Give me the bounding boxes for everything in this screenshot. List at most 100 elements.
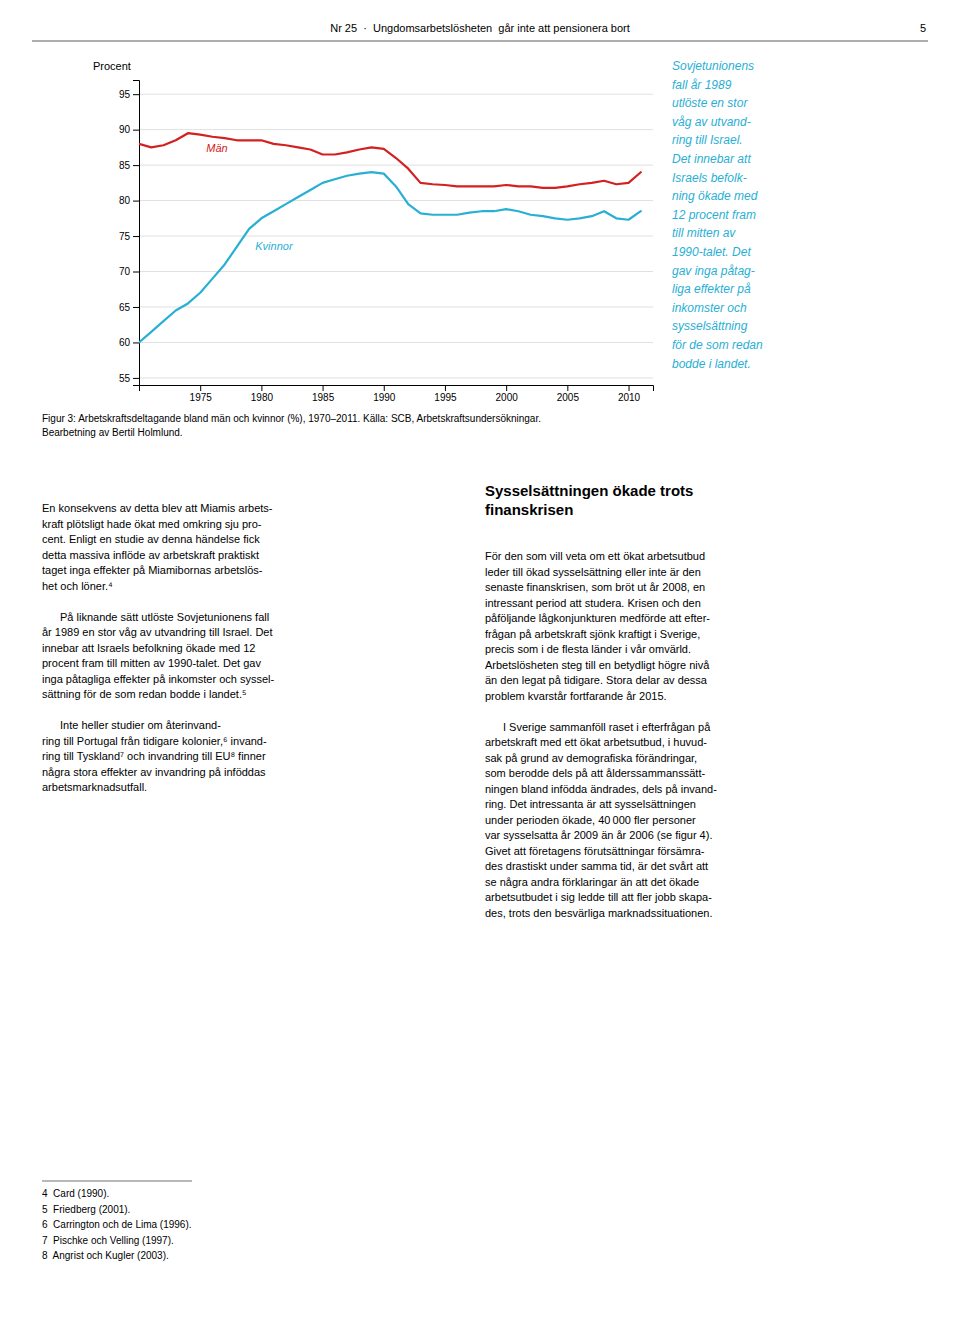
x-axis-tick-mark [629,385,630,391]
x-axis-tick-mark [445,385,446,391]
body-line: het och löner.⁴ [42,580,113,592]
body-line: kraft plötsligt hade ökat med omkring sj… [42,518,262,530]
y-axis-tick-mark [133,165,139,166]
y-axis-tick: 70 [119,266,139,277]
x-axis-tick: 1980 [251,385,274,403]
body-line: des, trots den besvärliga marknadssituat… [485,907,712,919]
y-axis-tick-mark [133,130,139,131]
body-line: arbetsmarknadsutfall. [42,781,147,793]
chart: 1975 1980 1985 1990 1995 2000 2005 2010 55 60 65 70… [42,60,654,438]
x-axis-tick-label: 2005 [557,392,580,403]
body-line: under perioden ökade, 40 000 fler person… [485,814,696,826]
sidebar-line: 12 procent fram [672,208,756,222]
heading-line: Sysselsättningen ökade trots [485,482,693,499]
x-axis-tick-label: 1995 [434,392,457,403]
body-line: På liknande sätt utlöste Sovjetunionens … [60,611,269,623]
x-axis-tick: 2010 [618,385,641,403]
body-line: än den legat på tidigare. Stora delar av… [485,674,708,686]
grid-line [139,342,653,343]
body-line: sättning för de som redan bodde i landet… [42,688,247,700]
right-column: För den som vill veta om ett ökat arbets… [485,550,717,919]
sidebar-line: Israels befolk- [672,171,747,185]
footnote: 8 Angrist och Kugler (2003). [42,1250,169,1261]
y-axis-tick-label: 55 [119,373,131,384]
y-axis: 556065707580859095 [119,81,140,386]
x-axis-tick-label: 1985 [312,392,335,403]
y-axis-tick-label: 90 [119,124,131,135]
body-line: taget inga effekter på Miamibornas arbet… [42,564,263,576]
sidebar-line: Det innebar att [672,152,751,166]
y-axis-tick-label: 80 [119,195,131,206]
x-axis-line [140,386,654,392]
x-axis-tick: 2005 [557,385,580,403]
x-axis-tick-label: 1980 [251,392,274,403]
y-axis-tick-mark [133,236,139,237]
x-axis-tick: 1985 [312,385,335,403]
line-label: Kvinnor [255,240,294,252]
x-axis-tick-label: 1975 [190,392,213,403]
y-axis-tick-label: 95 [119,89,131,100]
grid [139,94,653,378]
y-axis-tick-mark [133,307,139,308]
heading-line: finanskrisen [485,501,573,518]
y-axis-tick: 60 [119,337,139,348]
sidebar-line: ring till Israel. [672,133,743,147]
x-axis-tick: 1995 [434,385,457,403]
footnote-rule [42,1181,192,1182]
body-line: Arbetslösheten steg till en betydligt hö… [485,659,710,671]
body-line: år 1989 en stor våg av utvandring till I… [42,626,273,638]
x-axis-tick-mark [261,385,262,391]
x-axis-tick: 2000 [496,385,519,403]
body-line: ningen bland infödda ändrades, dels på i… [485,783,717,795]
y-axis-tick: 75 [119,231,139,242]
left-column: En konsekvens av detta blev att Miamis a… [42,502,274,793]
x-axis: 1975 1980 1985 1990 1995 2000 2005 2010 [140,385,654,403]
body-line: För den som vill veta om ett ökat arbets… [485,550,705,562]
grid-line [139,271,653,272]
y-axis-tick-mark [133,272,139,273]
grid-line [139,306,653,307]
grid-line [139,129,653,130]
lines [139,133,641,342]
sidebar-line: utlöste en stor [672,96,748,110]
sidebar-line: för de som redan [672,338,763,352]
body-line: procent fram till mitten av 1990-talet. … [42,657,261,669]
x-axis-tick: 1990 [373,385,396,403]
y-axis-tick-label: 65 [119,302,131,313]
y-axis-tick-label: 70 [119,266,131,277]
body-line: cent. Enligt en studie av denna händelse… [42,533,260,545]
y-axis-tick-label: 60 [119,337,131,348]
grid-line [139,165,653,166]
body-line: En konsekvens av detta blev att Miamis a… [42,502,273,514]
body-line: var sysselsatta år 2009 än år 2006 (se f… [485,829,712,841]
body-line: arbetsutbudet i sig ledde till att fler … [485,891,712,903]
body-line: som berodde dels på att ålderssammanssät… [485,767,705,779]
sidebar-line: Sovjetunionens [672,59,754,73]
caption: Bearbetning av Bertil Holmlund. [42,427,183,438]
y-axis-tick: 65 [119,302,139,313]
page-number: 5 [920,22,926,34]
sidebar-line: våg av utvand- [672,115,751,129]
body-line: sak på grund av demografiska förändringa… [485,752,697,764]
x-axis-tick-label: 1990 [373,392,396,403]
body-line: precis som i de flesta länder i vår omvä… [485,643,691,655]
body-line: des drastiskt under samma tid, är det sv… [485,860,708,872]
sidebar-line: liga effekter på [672,282,751,296]
body-line: intressant period att studera. Krisen oc… [485,597,701,609]
sidebar-line: gav inga påtag- [672,264,755,278]
grid-line [139,200,653,201]
footnotes: 4 Card (1990).5 Friedberg (2001).6 Carri… [42,1181,192,1261]
body-line: leder till ökad sysselsättning eller int… [485,566,701,578]
y-axis-tick-mark [133,201,139,202]
body-line: detta massiva inflöde av arbetskraft pra… [42,549,259,561]
body-line: Givet att företagens förutsättningar för… [485,845,705,857]
grid-line [139,94,653,95]
x-axis-tick-mark [506,385,507,391]
body-line: påföljande lågkonjunkturen medförde att … [485,612,710,624]
caption: Figur 3: Arbetskraftsdeltagande bland mä… [42,413,541,424]
y-axis-tick-mark [133,378,139,379]
y-axis-tick-label: 75 [119,231,131,242]
body-line: inga påtagliga effekter på inkomster och… [42,673,274,685]
x-axis-tick-mark [384,385,385,391]
sidebar-line: sysselsättning [672,319,748,333]
